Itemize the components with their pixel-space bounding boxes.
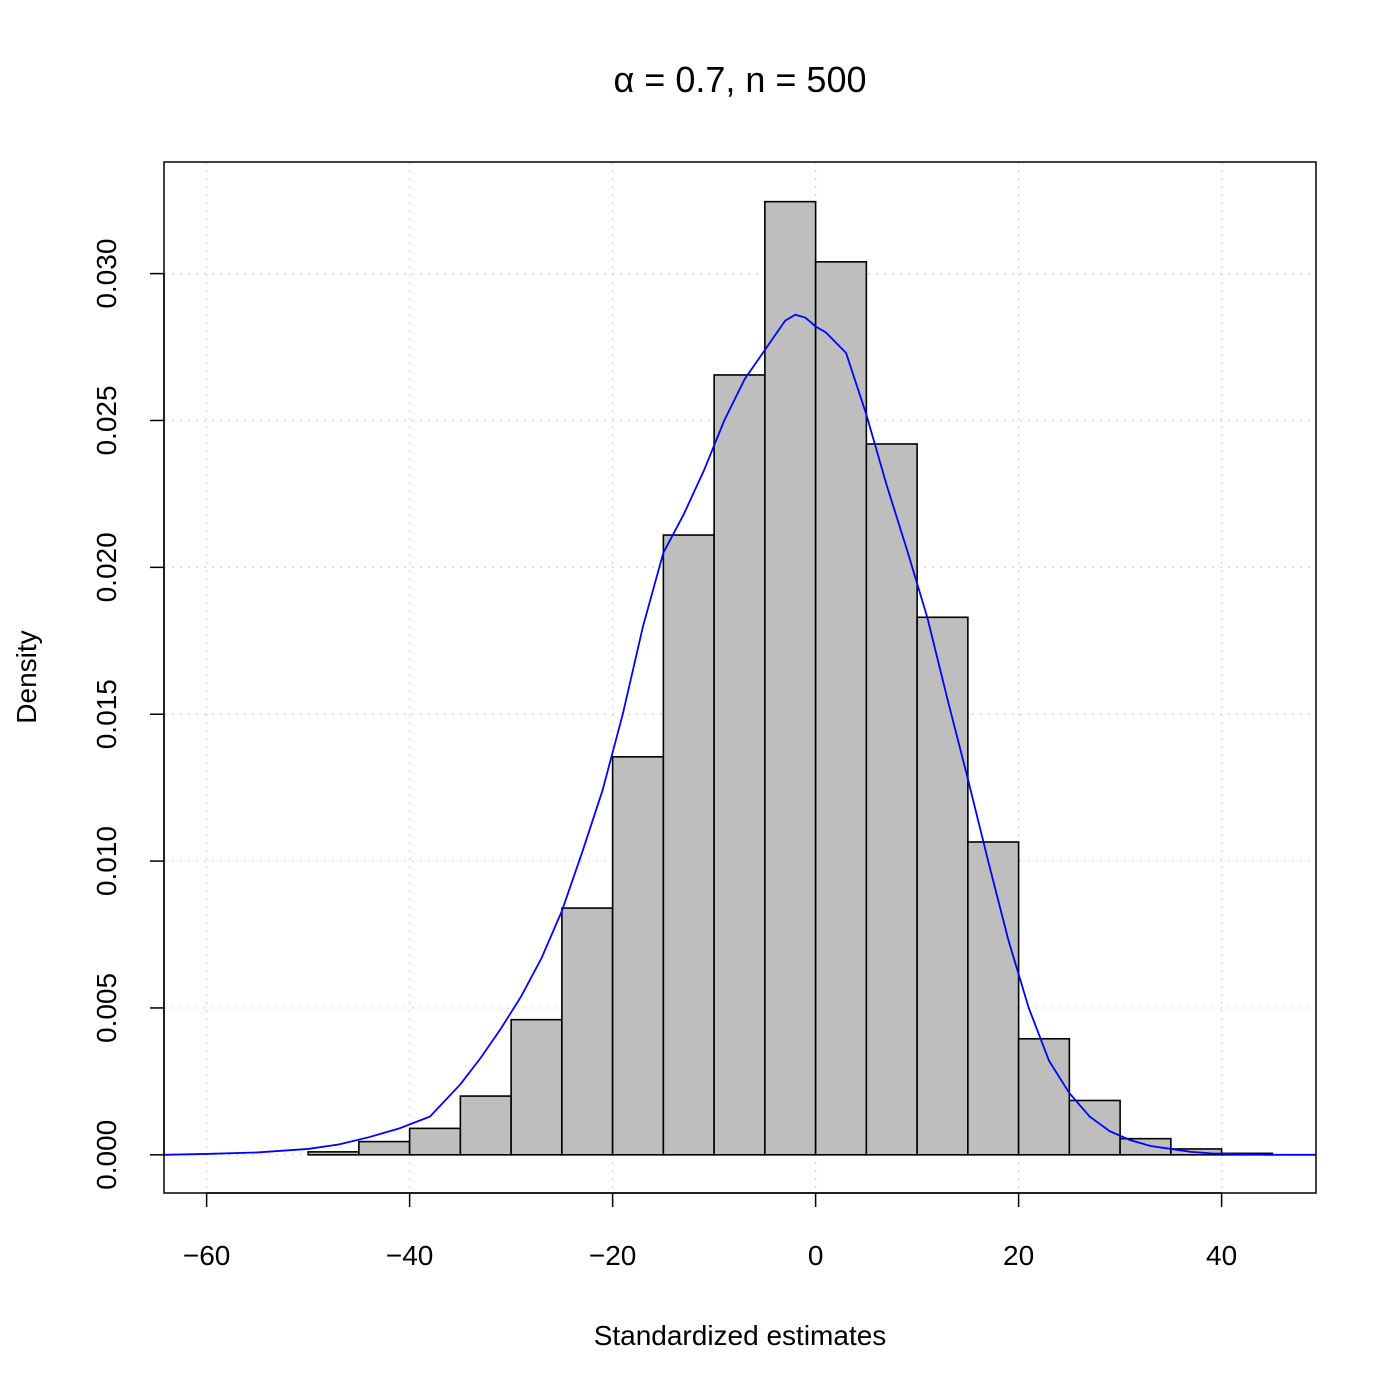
y-axis-label: Density (11, 630, 42, 723)
histogram-bar (358, 1140, 411, 1156)
x-axis: −60 −40 −20 0 20 40 (183, 1192, 1237, 1271)
y-tick-label: 0.000 (91, 1120, 122, 1190)
histogram-bar (510, 1018, 563, 1156)
y-tick-label: 0.005 (91, 973, 122, 1043)
histogram-bar (662, 534, 715, 1156)
histogram-bar (561, 907, 614, 1156)
histogram-bar (916, 616, 969, 1156)
y-tick-label: 0.010 (91, 826, 122, 896)
y-tick-label: 0.020 (91, 532, 122, 602)
histogram-bar (1119, 1137, 1172, 1156)
y-axis: 0.000 0.005 0.010 0.015 0.020 0.025 0.030 (91, 239, 165, 1190)
histogram-bar (1017, 1037, 1071, 1156)
histogram-bar (814, 261, 868, 1156)
title-params: = 0.7, n = 500 (634, 59, 866, 100)
y-tick-label: 0.015 (91, 679, 122, 749)
x-tick-label: −40 (386, 1240, 434, 1271)
histogram-bar (865, 443, 918, 1156)
x-tick-label: −20 (589, 1240, 637, 1271)
histogram-bar (459, 1095, 512, 1156)
title-alpha-symbol: α (613, 59, 634, 100)
histogram-bar (307, 1151, 360, 1156)
histogram-bar (713, 374, 766, 1156)
histogram-bars (307, 200, 1274, 1156)
y-tick-label: 0.030 (91, 239, 122, 309)
histogram-bar (764, 200, 817, 1156)
chart-title: α = 0.7, n = 500 (613, 59, 866, 100)
density-curve (163, 313, 1316, 1156)
histogram-bar (611, 756, 665, 1156)
histogram-bar (1068, 1099, 1121, 1156)
x-tick-label: 20 (1003, 1240, 1034, 1271)
x-axis-label: Standardized estimates (594, 1320, 887, 1351)
histogram-bar (408, 1127, 462, 1156)
x-tick-label: 40 (1206, 1240, 1237, 1271)
histogram-bar (967, 841, 1020, 1156)
y-tick-label: 0.025 (91, 385, 122, 455)
x-tick-label: 0 (808, 1240, 824, 1271)
x-tick-label: −60 (183, 1240, 231, 1271)
